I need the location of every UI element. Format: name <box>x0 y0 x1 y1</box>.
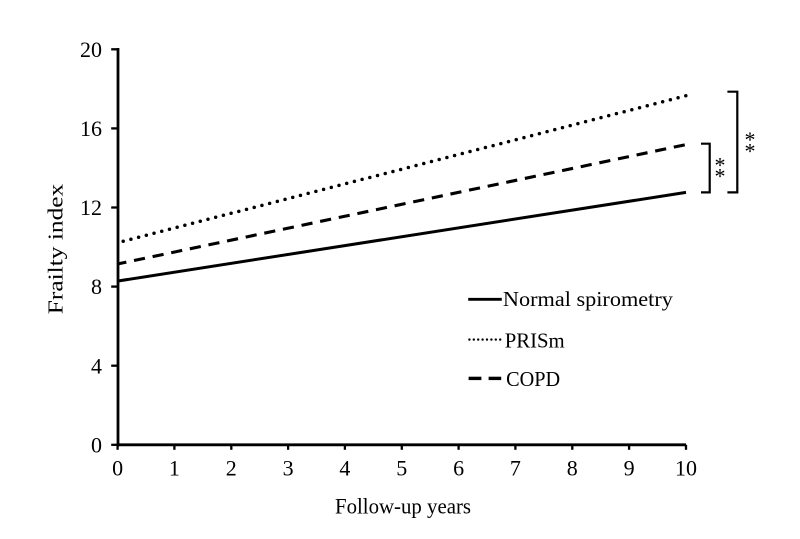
svg-text:8: 8 <box>567 456 578 481</box>
svg-text:9: 9 <box>624 456 635 481</box>
svg-text:0: 0 <box>91 432 102 457</box>
svg-text:1: 1 <box>169 456 180 481</box>
svg-text:Normal spirometry: Normal spirometry <box>503 287 673 311</box>
svg-text:*: * <box>715 164 726 189</box>
svg-text:2: 2 <box>226 456 237 481</box>
svg-text:PRISm: PRISm <box>505 328 565 352</box>
svg-text:7: 7 <box>510 456 521 481</box>
svg-text:4: 4 <box>91 353 102 378</box>
svg-text:6: 6 <box>453 456 464 481</box>
svg-text:Frailty index: Frailty index <box>44 183 68 314</box>
svg-text:*: * <box>745 138 756 163</box>
svg-text:Follow-up years: Follow-up years <box>335 493 471 518</box>
svg-text:3: 3 <box>283 456 294 481</box>
svg-text:5: 5 <box>396 456 407 481</box>
svg-text:10: 10 <box>675 456 697 481</box>
svg-text:COPD: COPD <box>506 367 560 391</box>
svg-text:8: 8 <box>91 274 102 299</box>
svg-text:12: 12 <box>80 195 102 220</box>
svg-text:16: 16 <box>80 116 102 141</box>
svg-text:0: 0 <box>112 456 123 481</box>
svg-text:*: * <box>715 152 726 177</box>
svg-text:20: 20 <box>80 37 102 62</box>
svg-text:*: * <box>745 127 756 152</box>
svg-text:4: 4 <box>339 456 350 481</box>
